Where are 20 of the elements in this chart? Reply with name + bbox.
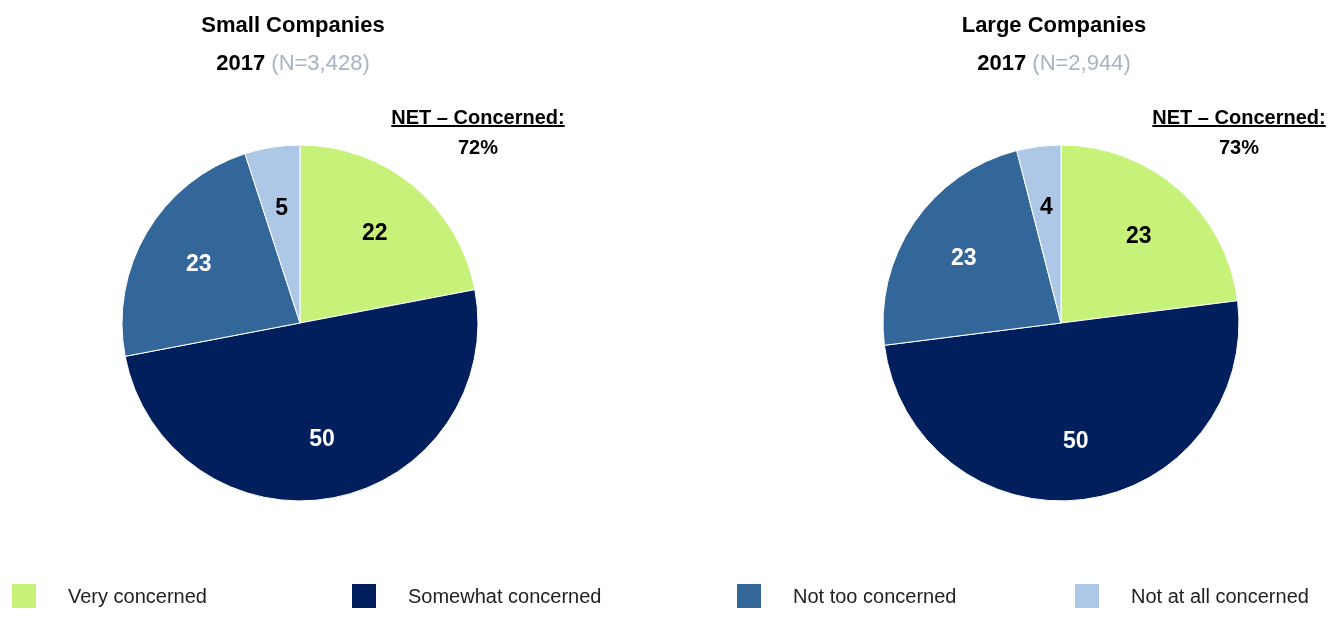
chart-subtitle: 2017 (N=2,944) [977,50,1131,75]
legend-label: Not too concerned [793,584,957,608]
data-label: 5 [275,193,289,220]
chart-title: Large Companies [960,12,1148,38]
legend-label: Somewhat concerned [408,584,602,608]
text: 73% [1218,135,1260,160]
text: NET – Concerned: [390,105,566,130]
data-label: 22 [362,219,388,246]
data-label: 23 [1125,221,1152,248]
legend-label: Very concerned [68,584,207,608]
data-label: 50 [1062,426,1089,453]
data-label: 23 [951,243,977,270]
chart-subtitle: 2017 (N=3,428) [216,50,370,75]
text: 72% [457,135,499,160]
data-label: 50 [309,425,335,452]
text: NET – Concerned: [1151,105,1327,130]
legend-label: Not at all concerned [1131,584,1309,608]
chart-title: Small Companies [200,12,386,38]
data-label: 23 [186,250,212,277]
data-label: 4 [1039,193,1053,220]
